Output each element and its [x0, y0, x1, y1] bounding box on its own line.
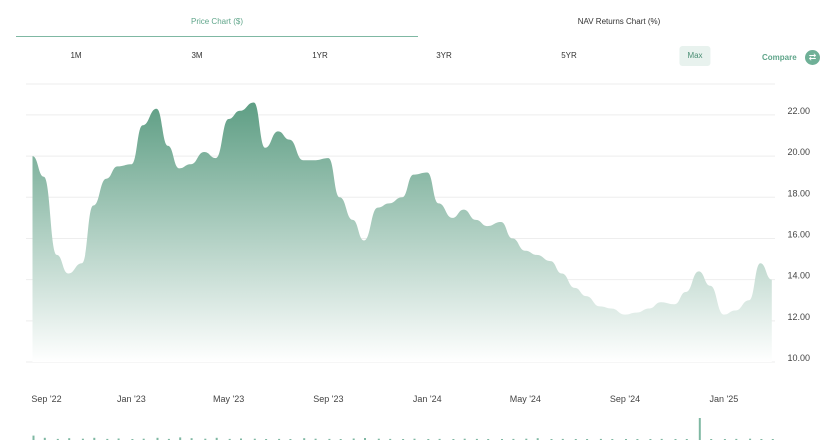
tab-price-chart[interactable]: Price Chart ($): [16, 8, 418, 37]
volume-bar: [452, 439, 455, 440]
volume-bar: [685, 439, 688, 440]
chart-tabs: Price Chart ($) NAV Returns Chart (%): [16, 8, 820, 37]
volume-bar: [674, 439, 677, 440]
volume-bar: [487, 439, 490, 440]
y-tick-label: 12.00: [787, 312, 810, 322]
volume-bar: [68, 438, 71, 440]
volume-bar: [550, 439, 553, 440]
volume-bar: [32, 435, 35, 440]
volume-bar: [525, 438, 528, 440]
range-1yr[interactable]: 1YR: [312, 51, 328, 60]
volume-bar: [611, 439, 614, 440]
volume-bar: [586, 439, 589, 440]
tab-nav-returns-chart[interactable]: NAV Returns Chart (%): [577, 17, 661, 26]
y-tick-label: 22.00: [787, 106, 810, 116]
volume-bar: [771, 439, 774, 440]
x-tick-label: Sep '22: [31, 394, 61, 404]
volume-bar: [43, 437, 46, 440]
range-5yr[interactable]: 5YR: [561, 51, 577, 60]
x-tick-label: Sep '24: [610, 394, 640, 404]
volume-bar: [625, 439, 627, 440]
volume-bar: [303, 438, 306, 440]
y-tick-label: 18.00: [787, 188, 810, 198]
volume-bar: [364, 438, 366, 440]
y-tick-label: 16.00: [787, 229, 810, 239]
x-tick-label: Jan '23: [117, 394, 146, 404]
volume-bar: [117, 438, 120, 440]
volume-bar: [142, 438, 145, 440]
volume-bar: [599, 438, 602, 440]
volume-bar: [427, 439, 430, 440]
volume-bar: [749, 438, 752, 440]
volume-bar: [215, 437, 218, 440]
volume-bar: [475, 438, 478, 440]
y-tick-label: 14.00: [787, 271, 810, 281]
volume-bar: [377, 438, 380, 440]
volume-bar: [204, 438, 207, 440]
volume-bar: [278, 438, 281, 440]
x-tick-label: May '23: [213, 394, 244, 404]
x-tick-label: Jan '24: [413, 394, 442, 404]
volume-bar: [698, 418, 701, 440]
volume-bar: [636, 439, 639, 440]
volume-bar: [314, 438, 317, 440]
volume-bar: [131, 439, 134, 440]
volume-bar: [501, 439, 503, 440]
range-3yr[interactable]: 3YR: [436, 51, 452, 60]
volume-bar: [93, 437, 96, 440]
volume-bar: [352, 438, 355, 440]
volume-bar: [228, 438, 231, 440]
volume-bar: [561, 438, 564, 440]
volume-bar: [106, 438, 109, 440]
volume-bar: [536, 438, 539, 440]
volume-bar: [179, 437, 182, 440]
x-tick-label: May '24: [510, 394, 541, 404]
volume-bar: [660, 438, 663, 440]
volume-bar: [240, 438, 242, 440]
volume-bar: [723, 439, 726, 440]
range-max[interactable]: Max: [679, 46, 711, 66]
volume-bar: [389, 438, 392, 440]
range-3m[interactable]: 3M: [191, 51, 203, 60]
volume-bar: [81, 438, 84, 440]
volume-bar: [760, 439, 763, 440]
range-1m[interactable]: 1M: [70, 51, 82, 60]
volume-bar: [735, 438, 738, 440]
volume-bar: [253, 438, 256, 440]
volume-bar: [413, 438, 416, 440]
volume-bar: [328, 438, 331, 440]
volume-bar: [190, 438, 193, 440]
volume-bar: [289, 439, 292, 440]
y-tick-label: 10.00: [787, 353, 810, 363]
volume-bar: [463, 438, 466, 440]
swap-arrows-icon[interactable]: ⇄: [805, 50, 820, 65]
volume-bar: [156, 437, 159, 440]
compare-button[interactable]: Compare: [762, 53, 797, 62]
volume-bar: [402, 439, 405, 440]
volume-bar: [339, 439, 342, 440]
x-tick-label: Jan '25: [710, 394, 739, 404]
volume-bar: [512, 438, 515, 440]
volume-bar: [265, 439, 268, 440]
volume-bar: [710, 439, 713, 440]
x-tick-label: Sep '23: [313, 394, 343, 404]
volume-bar: [649, 439, 652, 440]
volume-bar: [438, 438, 441, 440]
volume-bar: [56, 438, 59, 440]
y-tick-label: 20.00: [787, 147, 810, 157]
range-selector: 1M 3M 1YR 3YR 5YR Max: [0, 46, 835, 68]
price-area: [32, 102, 772, 362]
volume-bar: [167, 438, 170, 440]
volume-bar: [574, 439, 577, 440]
